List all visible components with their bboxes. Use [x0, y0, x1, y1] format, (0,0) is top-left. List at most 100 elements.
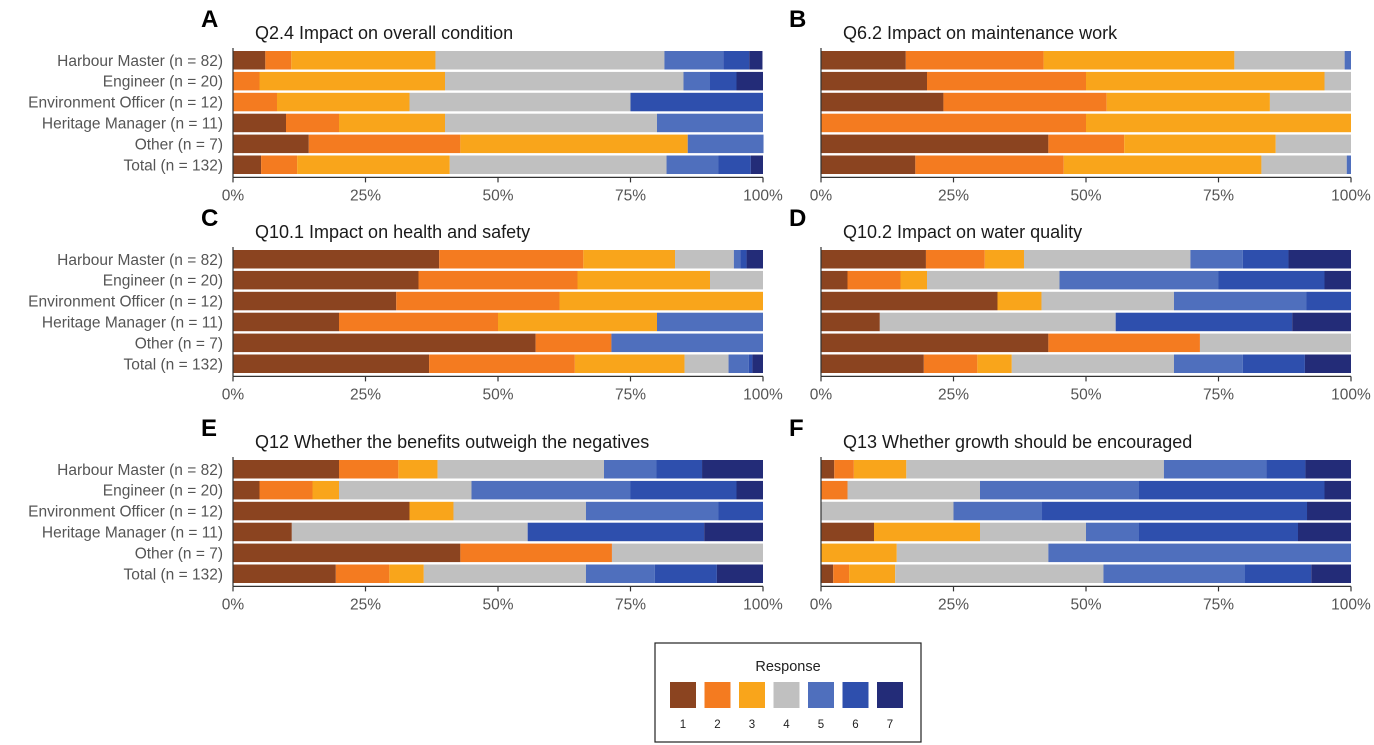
- bar-segment: [666, 155, 719, 174]
- legend-swatch: [877, 682, 903, 708]
- bar-segment: [1011, 354, 1174, 373]
- bar-segment: [339, 480, 472, 500]
- bar-segment: [834, 460, 854, 479]
- bar-segment: [291, 51, 436, 70]
- bar-segment: [265, 51, 292, 70]
- chart-panel-e: E Q12 Whether the benefits outweigh the n…: [28, 415, 783, 613]
- bar-segment: [833, 564, 850, 583]
- category-label: Other (n = 7): [135, 136, 223, 153]
- bar-segment: [1173, 291, 1307, 311]
- x-tick-label: 50%: [482, 187, 513, 204]
- bar-segment: [535, 333, 612, 353]
- chart-panel-c: C Q10.1 Impact on health and safety Harbou…: [28, 205, 783, 403]
- bar-segment: [460, 134, 688, 154]
- bar-segment: [1242, 354, 1305, 373]
- bar-segment: [233, 312, 339, 332]
- bar-segment: [233, 51, 266, 70]
- bar-segment: [577, 270, 710, 290]
- bar-segment: [389, 564, 424, 583]
- chart-title: Q2.4 Impact on overall condition: [255, 23, 513, 43]
- bar-segment: [1173, 354, 1243, 373]
- bar-segment: [437, 460, 604, 479]
- bar-segment: [233, 113, 286, 133]
- bar-segment: [409, 501, 454, 521]
- bar-segment: [1292, 312, 1351, 332]
- x-tick-label: 25%: [350, 596, 381, 613]
- category-label: Total (n = 132): [123, 356, 223, 373]
- bar-segment: [821, 51, 906, 70]
- bar-segment: [736, 71, 763, 91]
- bar-segment: [259, 71, 445, 91]
- bar-segment: [718, 155, 751, 174]
- bar-segment: [740, 250, 747, 269]
- bar-segment: [445, 71, 684, 91]
- bar-segment: [821, 543, 897, 563]
- category-label: Total (n = 132): [123, 157, 223, 174]
- bar-segment: [980, 480, 1139, 500]
- bar-segment: [1124, 134, 1276, 154]
- bar-segment: [847, 480, 980, 500]
- x-tick-label: 50%: [1070, 596, 1101, 613]
- bar-segment: [259, 480, 313, 500]
- bar-segment: [749, 51, 763, 70]
- x-tick-label: 100%: [743, 386, 783, 403]
- bar-segment: [821, 250, 926, 269]
- x-tick-label: 75%: [1203, 187, 1234, 204]
- chart-title: Q12 Whether the benefits outweigh the ne…: [255, 432, 649, 452]
- category-label: Heritage Manager (n = 11): [42, 314, 223, 331]
- chart-panel-f: F Q13 Whether growth should be encouraged…: [789, 415, 1371, 613]
- bar-segment: [1199, 333, 1351, 353]
- bar-segment: [953, 501, 1043, 521]
- legend-label: 1: [680, 719, 686, 731]
- x-tick-label: 100%: [743, 187, 783, 204]
- bar-segment: [684, 354, 729, 373]
- bar-segment: [1115, 312, 1293, 332]
- bar-segment: [1306, 291, 1351, 311]
- x-tick-label: 100%: [743, 596, 783, 613]
- bar-segment: [1275, 134, 1351, 154]
- bar-segment: [977, 354, 1012, 373]
- chart-panel-d: D Q10.2 Impact on water quality 0% 25% 50% 75…: [789, 205, 1371, 403]
- bar-segment: [716, 564, 763, 583]
- x-tick-label: 0%: [810, 596, 833, 613]
- legend-label: 5: [818, 719, 824, 731]
- bar-segment: [1041, 291, 1174, 311]
- bar-segment: [233, 71, 260, 91]
- bar-segment: [630, 480, 737, 500]
- bar-segment: [923, 354, 978, 373]
- bar-segment: [1234, 51, 1345, 70]
- bar-segment: [733, 250, 741, 269]
- bar-segment: [1048, 543, 1351, 563]
- bar-segment: [853, 460, 907, 479]
- bar-segment: [821, 291, 998, 311]
- bar-segment: [453, 501, 586, 521]
- bar-segment: [445, 113, 657, 133]
- bar-segment: [702, 460, 763, 479]
- bar-segment: [1245, 564, 1312, 583]
- bar-segment: [308, 134, 461, 154]
- x-tick-label: 50%: [1070, 187, 1101, 204]
- bar-segment: [1269, 92, 1351, 112]
- bar-segment: [657, 312, 763, 332]
- bar-segment: [335, 564, 390, 583]
- bar-segment: [821, 113, 1086, 133]
- bar-segment: [233, 354, 430, 373]
- bar-segment: [498, 312, 657, 332]
- bar-segment: [1324, 270, 1351, 290]
- bar-segment: [927, 270, 1060, 290]
- x-tick-label: 50%: [1070, 386, 1101, 403]
- category-label: Engineer (n = 20): [103, 74, 223, 91]
- bar-segment: [1043, 51, 1235, 70]
- bar-segment: [821, 333, 1049, 353]
- bar-segment: [1048, 333, 1200, 353]
- bar-segment: [1086, 113, 1351, 133]
- bar-segment: [683, 71, 710, 91]
- category-label: Engineer (n = 20): [103, 483, 223, 500]
- bar-segment: [339, 312, 498, 332]
- x-tick-label: 25%: [938, 386, 969, 403]
- bar-segment: [286, 113, 339, 133]
- panel-letter: E: [201, 415, 217, 442]
- legend-swatch: [808, 682, 834, 708]
- bar-segment: [471, 480, 631, 500]
- bar-segment: [435, 51, 665, 70]
